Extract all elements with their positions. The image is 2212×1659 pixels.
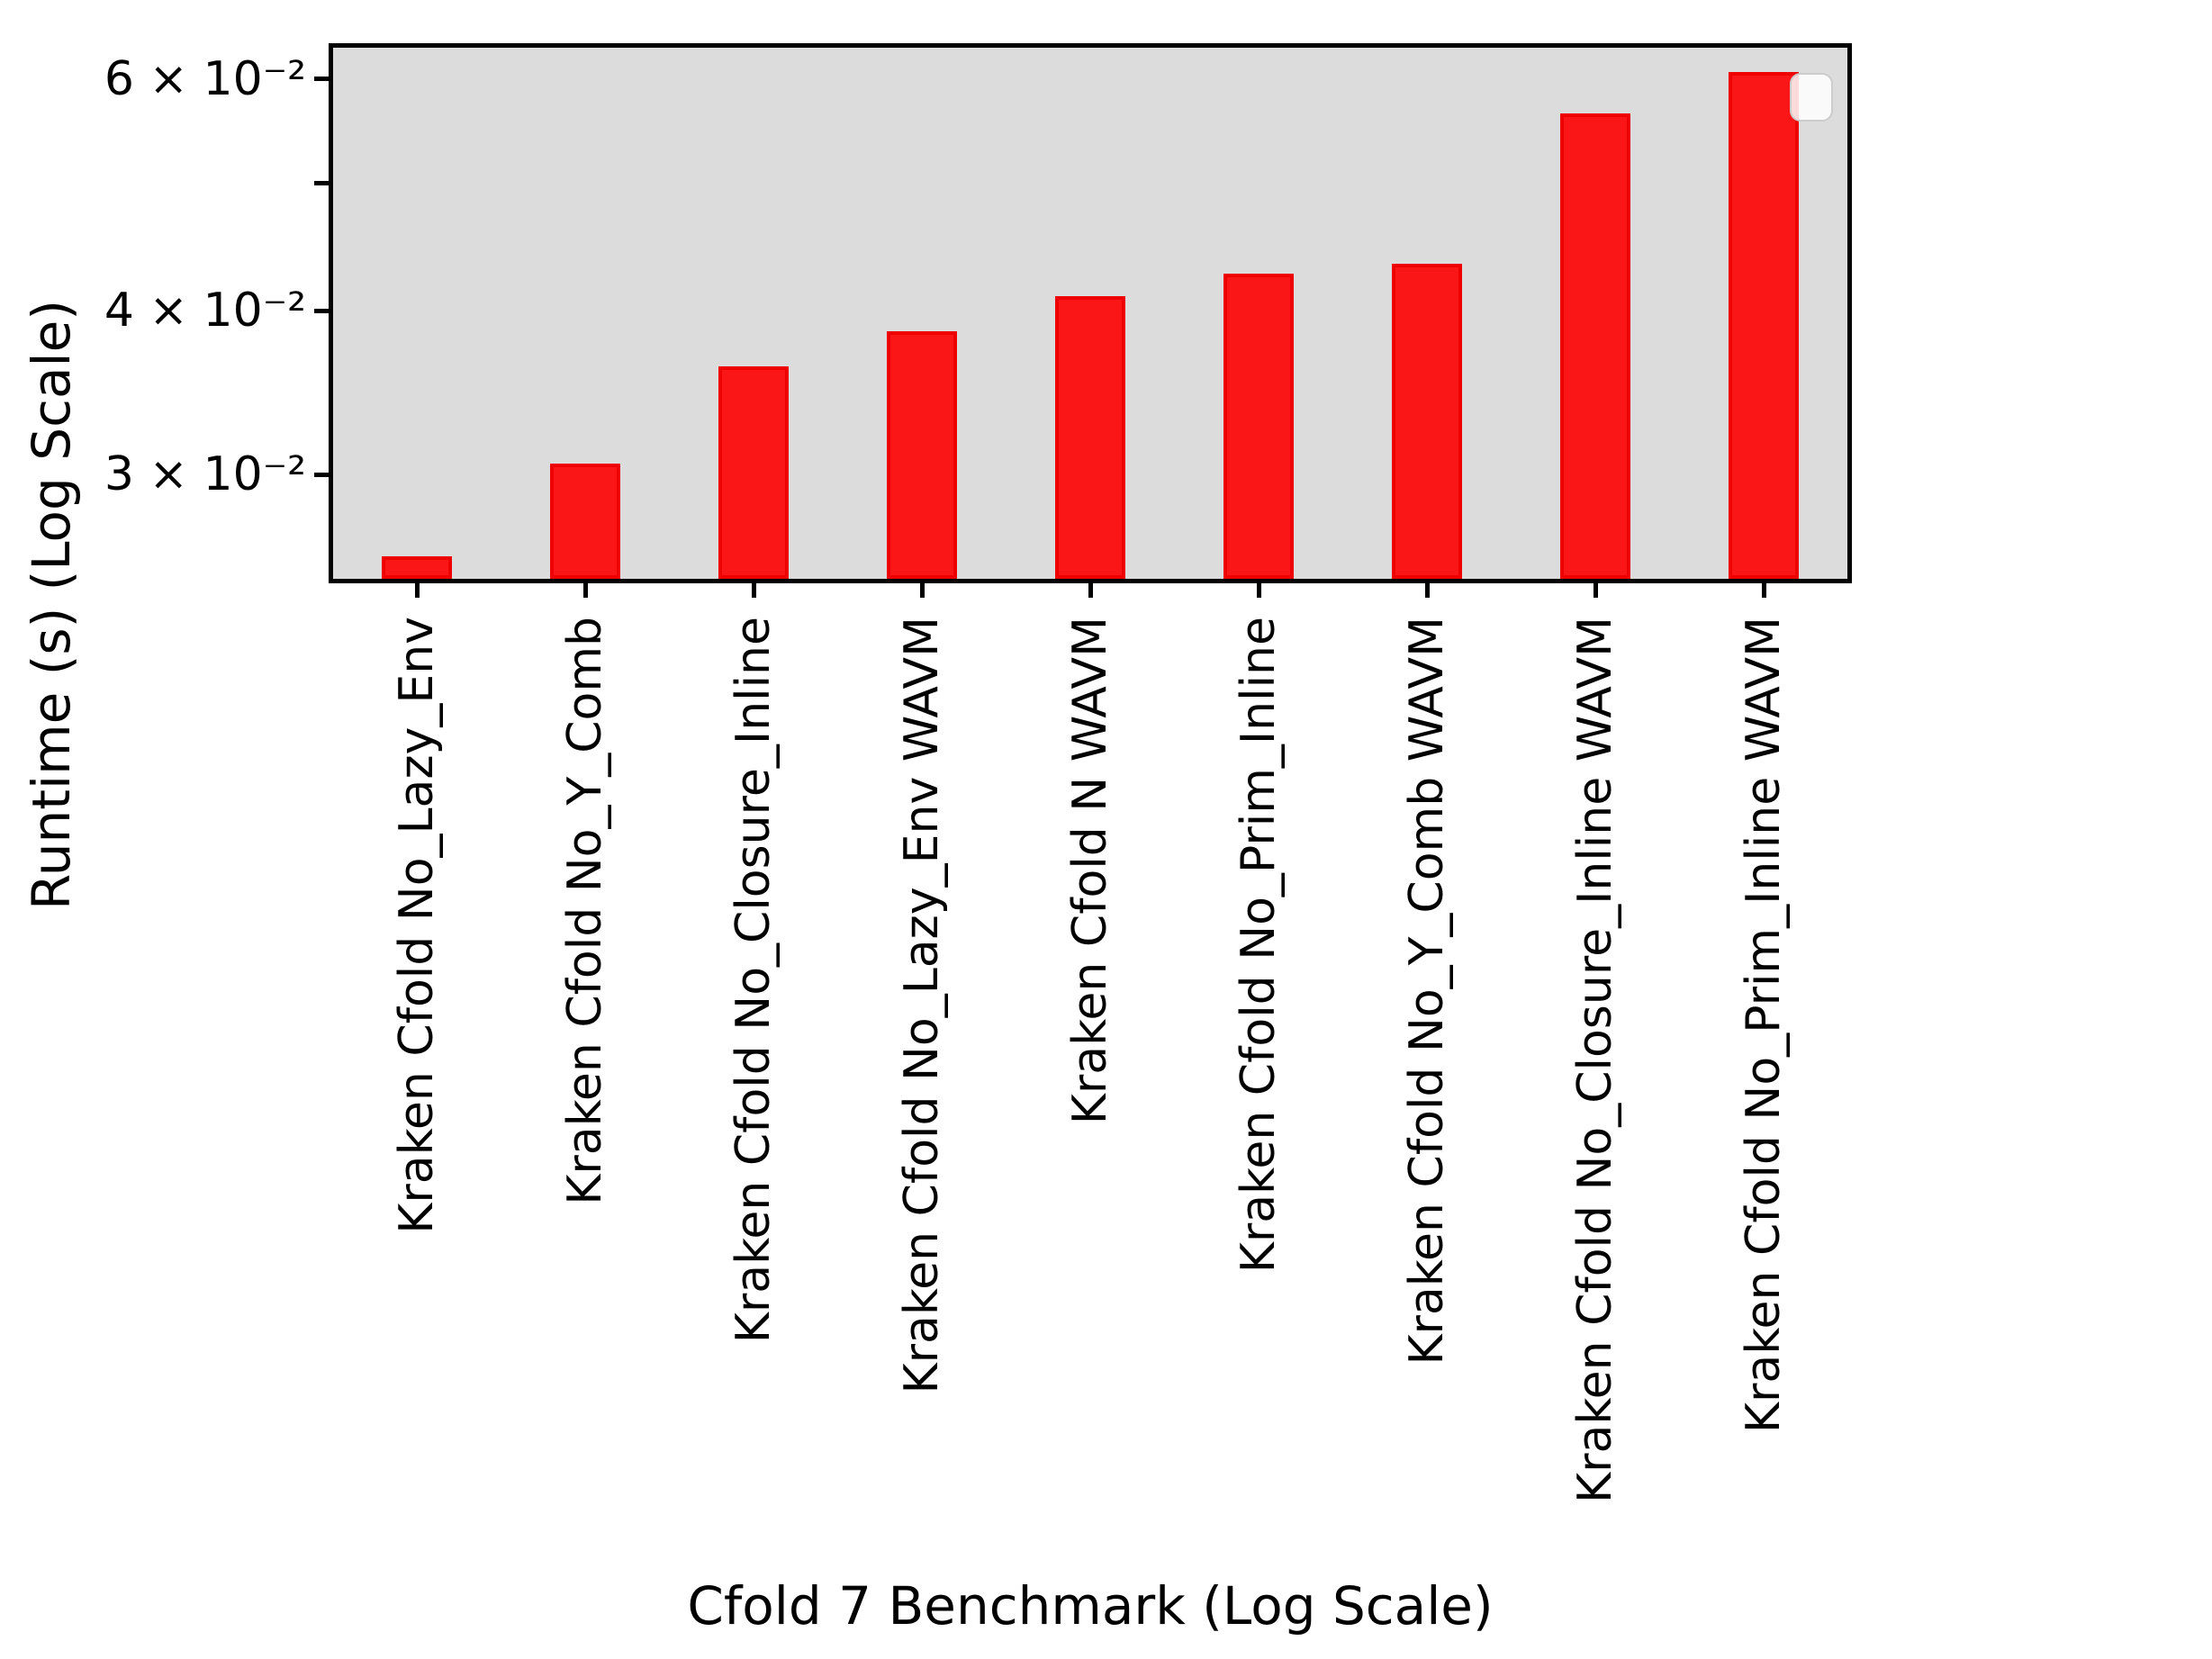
x-tick [1424,583,1430,598]
y-axis-label: Runtime (s) (Log Scale) [21,300,82,910]
x-tick [1088,583,1093,598]
bar [1055,296,1125,579]
bar [550,463,621,579]
x-category-label: Kraken Cfold No_Closure_Inline WAVM [1567,617,1622,1503]
legend-box [1790,73,1833,122]
x-category-label: Kraken Cfold No_Prim_Inline WAVM [1736,617,1791,1434]
x-category-label: Kraken Cfold No_Lazy_Env WAVM [895,617,950,1394]
x-tick [920,583,925,598]
y-tick [314,472,329,477]
y-tick [314,77,329,82]
x-tick [415,583,420,598]
bar [1391,264,1462,579]
x-category-label: Kraken Cfold No_Y_Comb [558,617,613,1205]
bar [718,365,790,579]
y-tick-label: 3 × 10⁻² [104,447,306,502]
plot-area [329,43,1852,583]
bar [887,330,958,579]
x-category-label: Kraken Cfold No_Prim_Inline [1231,617,1286,1274]
x-axis-label: Cfold 7 Benchmark (Log Scale) [687,1575,1494,1636]
bar [1728,71,1799,579]
x-category-label: Kraken Cfold No_Y_Comb WAVM [1399,617,1454,1366]
x-tick [752,583,757,598]
x-tick [1256,583,1261,598]
bar [1559,113,1630,579]
y-tick-label: 6 × 10⁻² [104,51,306,106]
x-category-label: Kraken Cfold No_Lazy_Env [390,617,445,1234]
x-tick [1593,583,1598,598]
x-tick [583,583,589,598]
y-tick [314,308,329,313]
x-tick [1761,583,1766,598]
x-category-label: Kraken Cfold No_Closure_Inline [727,617,781,1344]
x-category-label: Kraken Cfold N WAVM [1063,617,1117,1125]
y-tick [314,181,329,186]
bar [382,556,453,579]
bar [1223,273,1294,579]
y-tick-label: 4 × 10⁻² [104,284,306,338]
